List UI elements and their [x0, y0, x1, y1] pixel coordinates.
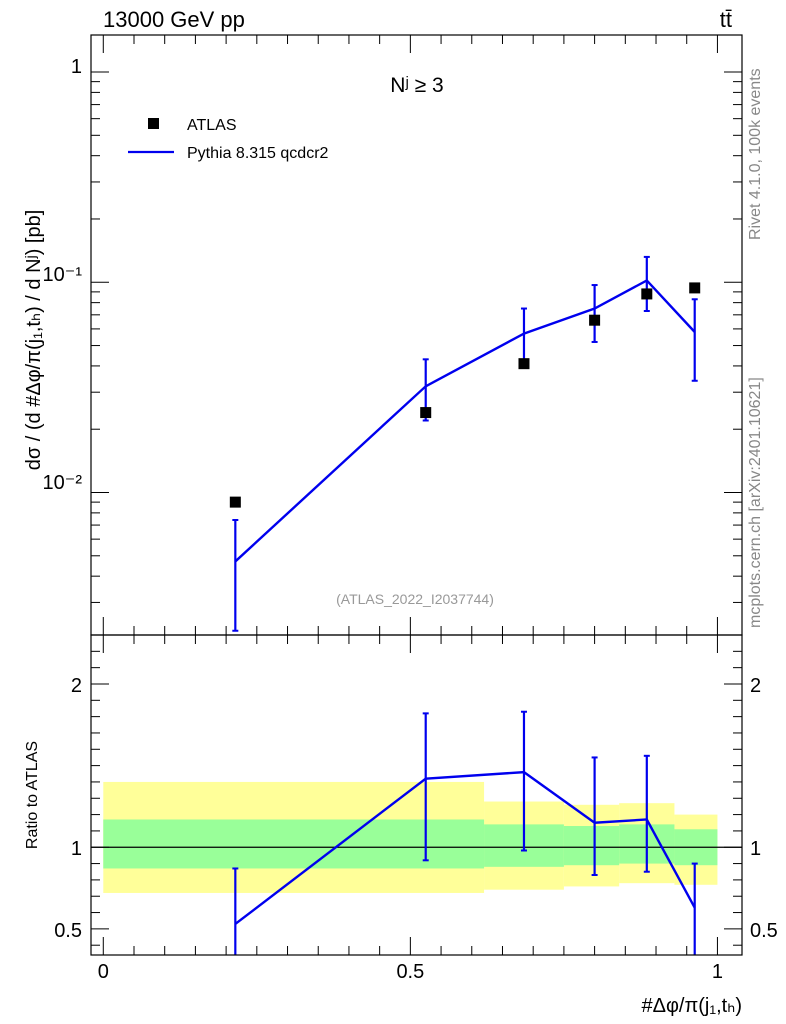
atlas-data-point — [518, 358, 530, 370]
legend-atlas-marker — [148, 118, 159, 129]
y-tick-label-0.01: 10⁻² — [43, 472, 83, 494]
uncertainty-band-inner — [563, 826, 620, 866]
legend-atlas-label: ATLAS — [187, 117, 237, 134]
ratio-y-tick-label-right: 1 — [750, 838, 761, 860]
atlas-data-point — [641, 288, 653, 300]
main-panel: Nʲ ≥ 3 (ATLAS_2022_I2037744) dσ / (d #Δφ… — [23, 34, 743, 636]
source-label: mcplots.cern.ch [arXiv:2401.10621] — [747, 377, 764, 628]
main-plot-area — [229, 255, 701, 632]
ratio-y-tick-label-left: 0.5 — [54, 920, 82, 942]
x-tick-label: 0.5 — [396, 961, 424, 983]
legend-pythia-label: Pythia 8.315 qcdcr2 — [187, 145, 329, 162]
pythia-line — [234, 278, 696, 563]
ratio-pythia-line — [234, 770, 696, 925]
process-label: tt̄ — [720, 7, 732, 32]
ratio-y-tick-label-right: 0.5 — [750, 920, 778, 942]
main-title: Nʲ ≥ 3 — [390, 74, 443, 97]
ratio-axis-ticks — [91, 635, 742, 955]
energy-label: 13000 GeV pp — [103, 7, 245, 32]
main-y-axis-label: dσ / (d #Δφ/π(j₁,tₕ) / d Nʲ) [pb] — [23, 210, 45, 471]
x-tick-label: 1 — [712, 961, 723, 983]
ratio-y-tick-label-left: 2 — [71, 675, 82, 697]
uncertainty-band-inner — [103, 819, 485, 869]
ratio-plot-area — [91, 710, 742, 955]
ratio-frame — [90, 634, 743, 956]
ratio-panel: 0.5 0.5 1 1 2 2 0 0.5 1 Ratio to ATLAS #Δφ/π(j₁,… — [24, 634, 778, 1017]
ratio-tick-labels: 0.5 0.5 1 1 2 2 0 0.5 1 — [54, 675, 778, 983]
atlas-data-point — [689, 282, 701, 294]
atlas-data-point — [420, 407, 432, 419]
y-tick-label-1: 1 — [71, 56, 82, 78]
rivet-version-label: Rivet 4.1.0, 100k events — [747, 68, 764, 240]
x-axis-label: #Δφ/π(j₁,tₕ) — [641, 995, 742, 1017]
analysis-watermark: (ATLAS_2022_I2037744) — [336, 591, 494, 607]
atlas-data-point — [589, 314, 601, 326]
atlas-data-point — [229, 496, 241, 508]
x-tick-label: 0 — [98, 961, 109, 983]
main-axis-ticks — [91, 35, 742, 635]
legend: ATLAS Pythia 8.315 qcdcr2 — [128, 117, 329, 162]
ratio-y-axis-label: Ratio to ATLAS — [24, 741, 41, 849]
y-tick-label-0.1: 10⁻¹ — [43, 264, 83, 286]
ratio-y-tick-label-right: 2 — [750, 675, 761, 697]
ratio-y-tick-label-left: 1 — [71, 838, 82, 860]
